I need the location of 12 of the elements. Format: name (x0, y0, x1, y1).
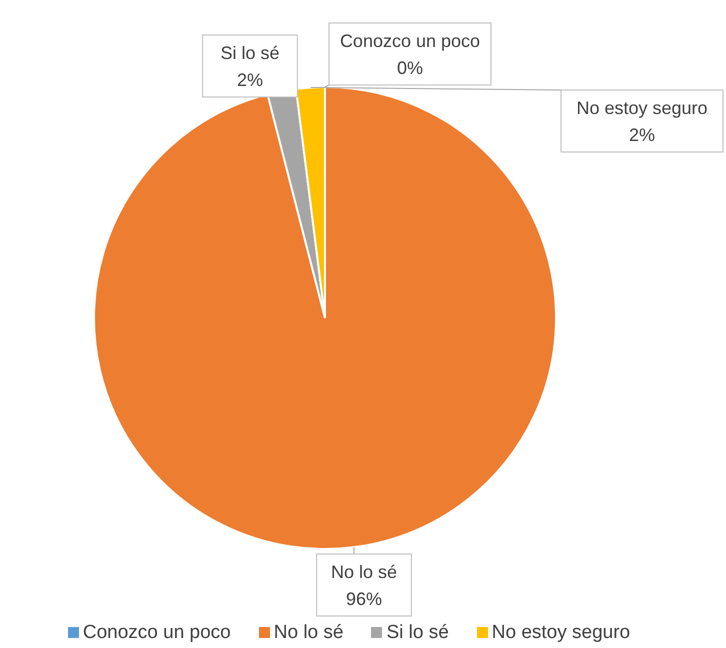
data-label: 96% (346, 589, 382, 609)
slice-label: Si lo sé (220, 43, 280, 63)
slice-label: No estoy seguro (576, 98, 708, 118)
data-label: 2% (236, 70, 264, 90)
category-label: Conozco un poco (340, 31, 480, 51)
text: 0% (396, 58, 424, 78)
slice-label: No lo sé (330, 562, 398, 582)
data-label: 2% (628, 125, 656, 145)
legend-label: No estoy seguro (492, 622, 630, 643)
legend-label: Conozco un poco (82, 622, 231, 643)
legend-label: No lo sé (274, 622, 344, 643)
legend-label: Si lo sé (386, 622, 449, 643)
